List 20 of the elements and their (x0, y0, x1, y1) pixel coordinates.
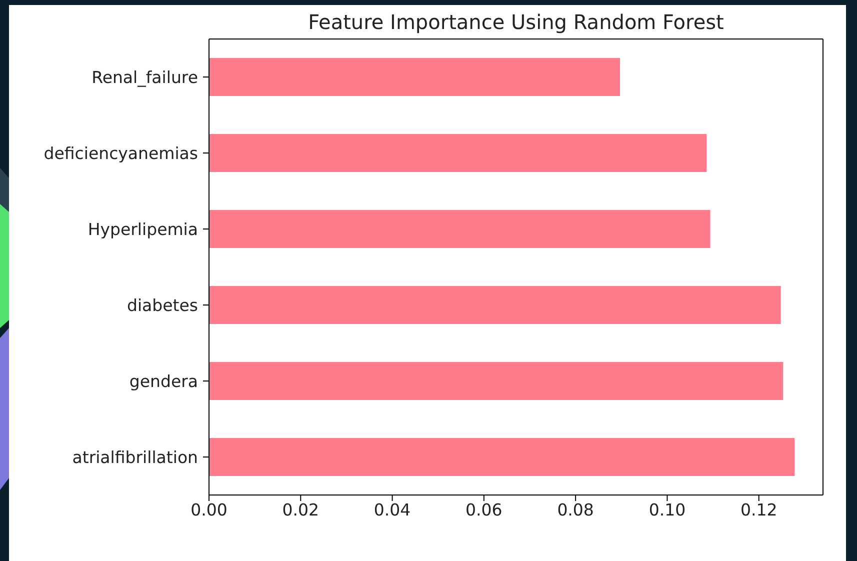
y-tick-label: diabetes (126, 296, 198, 315)
y-tick-label: Renal_failure (92, 68, 198, 87)
x-tick-label: 0.10 (648, 500, 686, 520)
bar (209, 286, 781, 324)
bar (209, 438, 795, 476)
bar (209, 210, 710, 248)
bar (209, 362, 784, 400)
bar (209, 134, 707, 172)
chart-title: Feature Importance Using Random Forest (307, 10, 725, 34)
x-tick-label: 0.08 (557, 500, 594, 520)
y-tick-label: Hyperlipemia (88, 220, 198, 239)
y-tick-label: deficiencyanemias (44, 144, 198, 163)
y-tick-label: atrialfibrillation (72, 448, 198, 467)
bar (209, 58, 620, 96)
x-tick-label: 0.06 (466, 500, 502, 520)
x-tick-label: 0.00 (190, 500, 228, 520)
x-tick-label: 0.04 (374, 500, 411, 520)
x-tick-label: 0.12 (740, 500, 778, 520)
x-tick-label: 0.02 (282, 500, 320, 520)
y-tick-label: gendera (129, 372, 198, 391)
